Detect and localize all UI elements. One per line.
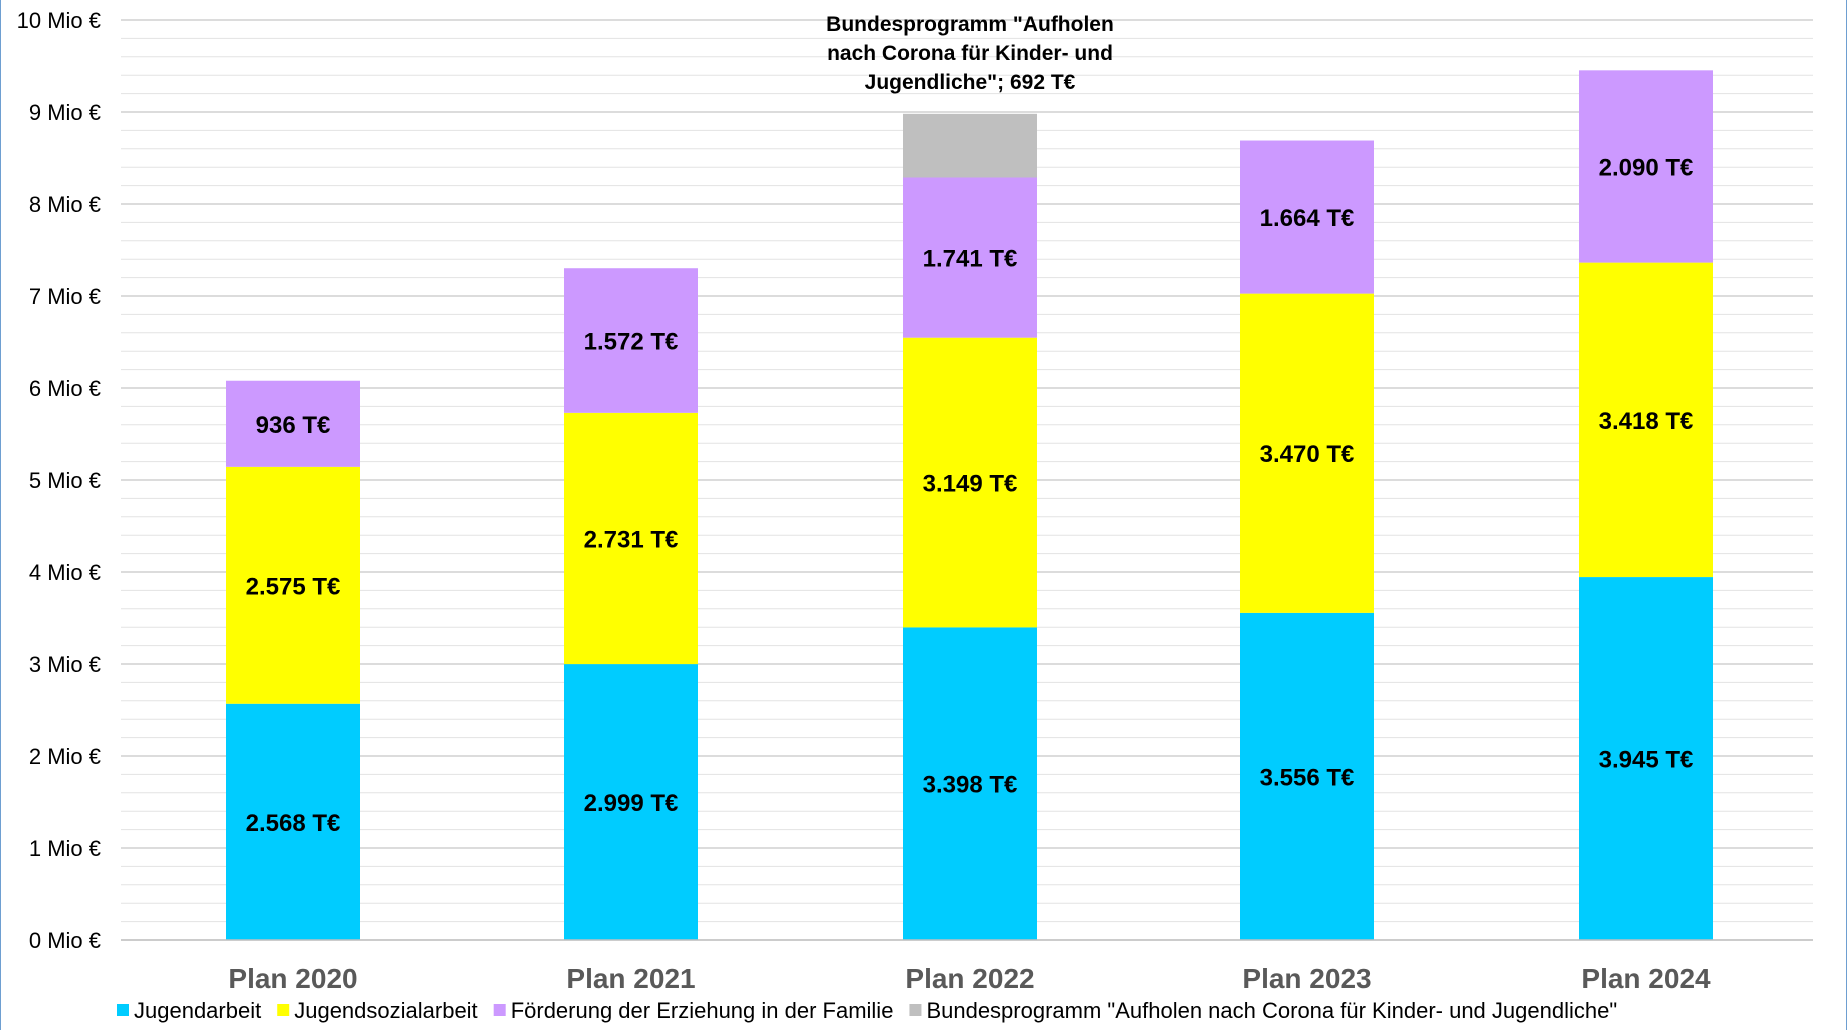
y-tick-label: 5 Mio € — [29, 468, 101, 493]
bar-segment — [903, 177, 1037, 338]
bar-segment — [1579, 577, 1713, 940]
data-label: 1.664 T€ — [1260, 205, 1355, 232]
bar-segment — [1579, 262, 1713, 578]
bar-segment — [1579, 70, 1713, 263]
x-tick-label: Plan 2023 — [1242, 963, 1371, 994]
legend-swatch — [117, 1004, 129, 1016]
legend-swatch — [277, 1004, 290, 1016]
data-label: 936 T€ — [256, 412, 331, 439]
y-tick-label: 2 Mio € — [29, 744, 101, 769]
bar-segment — [226, 703, 360, 940]
y-tick-label: 1 Mio € — [29, 836, 101, 861]
bar-segment — [1240, 293, 1374, 613]
y-tick-label: 8 Mio € — [29, 192, 101, 217]
y-tick-label: 4 Mio € — [29, 560, 101, 585]
data-label: 3.470 T€ — [1260, 441, 1355, 468]
data-label: 3.945 T€ — [1599, 747, 1694, 774]
data-label: 2.090 T€ — [1599, 154, 1694, 181]
annotation-label: Bundesprogramm "Aufholen — [826, 13, 1114, 36]
bar-segment — [226, 466, 360, 704]
data-label: 2.999 T€ — [584, 790, 679, 817]
y-tick-label: 7 Mio € — [29, 284, 101, 309]
data-label: 1.572 T€ — [584, 329, 679, 356]
x-tick-label: Plan 2022 — [905, 963, 1034, 994]
y-tick-label: 6 Mio € — [29, 376, 101, 401]
data-label: 3.149 T€ — [923, 471, 1018, 498]
x-tick-label: Plan 2021 — [566, 963, 695, 994]
bar-segment — [1240, 140, 1374, 294]
data-label: 2.568 T€ — [246, 810, 341, 837]
legend-swatch — [493, 1004, 506, 1016]
data-label: 3.418 T€ — [1599, 408, 1694, 435]
data-label: 1.741 T€ — [923, 246, 1018, 273]
y-tick-label: 3 Mio € — [29, 652, 101, 677]
annotation-label: nach Corona für Kinder- und — [827, 42, 1113, 65]
y-tick-label: 0 Mio € — [29, 928, 101, 953]
data-label: 3.398 T€ — [923, 772, 1018, 799]
legend-label: Jugendsozialarbeit — [294, 998, 477, 1023]
bar-segment — [903, 113, 1037, 178]
x-tick-label: Plan 2020 — [228, 963, 357, 994]
y-tick-label: 9 Mio € — [29, 100, 101, 125]
legend-label: Förderung der Erziehung in der Familie — [511, 998, 894, 1023]
legend-label: Jugendarbeit — [134, 998, 261, 1023]
legend-label: Bundesprogramm "Aufholen nach Corona für… — [926, 998, 1617, 1023]
y-tick-label: 10 Mio € — [17, 8, 101, 33]
bar-segment — [903, 627, 1037, 940]
x-tick-label: Plan 2024 — [1581, 963, 1711, 994]
annotation-label: Jugendliche"; 692 T€ — [865, 71, 1076, 94]
legend-swatch — [909, 1004, 922, 1016]
bar-segment — [1240, 612, 1374, 940]
bar-segment — [564, 664, 698, 940]
bar-segment — [903, 337, 1037, 628]
bar-segment — [564, 412, 698, 665]
data-label: 3.556 T€ — [1260, 764, 1355, 791]
data-label: 2.575 T€ — [246, 573, 341, 600]
data-label: 2.731 T€ — [584, 526, 679, 553]
bar-segment — [226, 380, 360, 467]
bar-segment — [564, 268, 698, 413]
